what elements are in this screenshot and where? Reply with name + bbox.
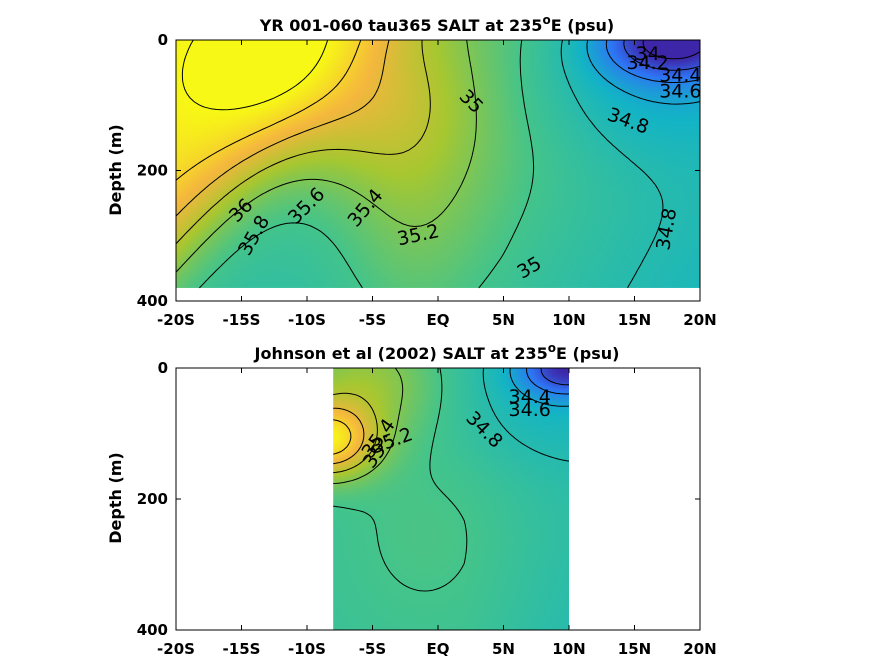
contour-line [199,39,535,289]
contour-line [642,39,701,60]
x-tick-label: -20S [157,311,195,329]
contour-lines-obs [333,367,570,592]
y-tick-label: 400 [137,292,168,310]
x-tick-label: EQ [427,311,450,329]
salinity-field-obs [333,368,569,630]
y-tick-label: 200 [137,490,168,508]
contour-line [540,367,569,386]
contour-line [181,39,329,111]
x-tick-label: 15N [618,640,651,656]
contour-line [175,40,431,245]
x-tick-label: 5N [492,311,515,329]
x-tick-label: -15S [223,311,261,329]
panel-obs: Johnson et al (2002) SALT at 235oE (psu)… [106,341,717,656]
x-tick-label: -20S [157,640,195,656]
panel-model-ylabel: Depth (m) [106,124,125,216]
contour-label: 34 [636,43,660,65]
x-tick-label: -10S [288,640,326,656]
contour-line [482,367,570,462]
contour-label: 34.6 [509,399,551,421]
contour-line [333,367,404,484]
x-tick-label: EQ [427,640,450,656]
y-tick-label: 0 [158,31,168,49]
contour-line [333,419,352,455]
x-tick-label: -10S [288,311,326,329]
x-tick-label: -5S [359,640,386,656]
contour-line [605,39,701,83]
contour-line [175,39,362,181]
x-tick-label: 20N [683,311,716,329]
y-tick-label: 400 [137,621,168,639]
contour-line [175,39,477,273]
contour-line [333,392,378,474]
contour-lines-model [175,39,701,289]
contour-label: 34.2 [626,52,668,74]
x-tick-label: 10N [552,640,585,656]
x-tick-label: 15N [618,311,651,329]
contour-label: 34.4 [509,386,551,408]
x-tick-label: -15S [223,640,261,656]
salinity-field-model [176,40,700,288]
contour-line [586,39,701,105]
x-tick-label: 20N [683,640,716,656]
y-tick-label: 0 [158,359,168,377]
contour-line [509,367,570,407]
panel-model-title: YR 001-060 tau365 SALT at 235oE (psu) [259,13,614,35]
contour-line [526,367,570,395]
contour-label: 34.6 [659,81,701,103]
y-tick-label: 200 [137,162,168,180]
contour-line [560,39,664,289]
axis-ticks-obs: -20S -15S -10S -5S EQ 5N 10N 15N 20N 0 200 400 [137,359,717,656]
x-tick-label: 5N [492,640,515,656]
panel-obs-ylabel: Depth (m) [106,452,125,544]
contour-line [333,407,365,465]
contour-line [333,367,468,592]
x-tick-label: -5S [359,311,386,329]
contour-label: 34.4 [659,64,701,86]
x-tick-label: 10N [552,311,585,329]
contour-line [175,39,390,217]
panel-obs-title: Johnson et al (2002) SALT at 235oE (psu) [254,341,620,363]
panel-model: YR 001-060 tau365 SALT at 235oE (psu) De… [106,13,717,329]
axis-ticks-model: -20S -15S -10S -5S EQ 5N 10N 15N 20N 0 200 400 [137,31,717,329]
contour-line [623,39,701,71]
